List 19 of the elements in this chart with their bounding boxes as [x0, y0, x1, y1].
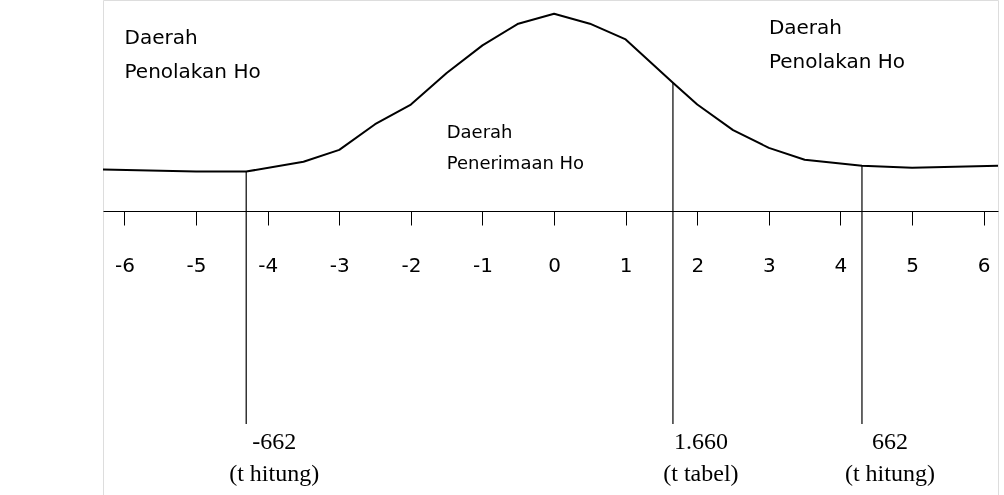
x-tick-label: 6: [977, 252, 991, 277]
x-tick-label: 4: [834, 252, 848, 277]
ref-line-label: -662 (t hitung): [229, 428, 320, 486]
x-tick-label: -1: [473, 252, 493, 277]
x-tick-label: 3: [763, 252, 776, 277]
x-tick-label: 2: [691, 252, 705, 277]
x-tick-label: -5: [186, 252, 207, 277]
x-tick-label: 1: [619, 252, 633, 277]
annotation: Daerah Penolakan Ho: [768, 14, 906, 73]
x-tick-label: -4: [258, 252, 279, 277]
x-tick-label: -3: [329, 252, 350, 277]
x-tick-label: -2: [401, 252, 422, 277]
ref-line-label: 662 (t hitung): [844, 428, 935, 486]
annotation: Daerah Penerimaan Ho: [446, 121, 585, 173]
annotation: Daerah Penolakan Ho: [124, 24, 261, 83]
ref-line-label: 1.660 (t tabel): [663, 428, 739, 486]
x-tick-label: 0: [548, 252, 561, 277]
x-tick-label: 5: [906, 252, 919, 277]
x-tick-label: -6: [115, 252, 135, 277]
